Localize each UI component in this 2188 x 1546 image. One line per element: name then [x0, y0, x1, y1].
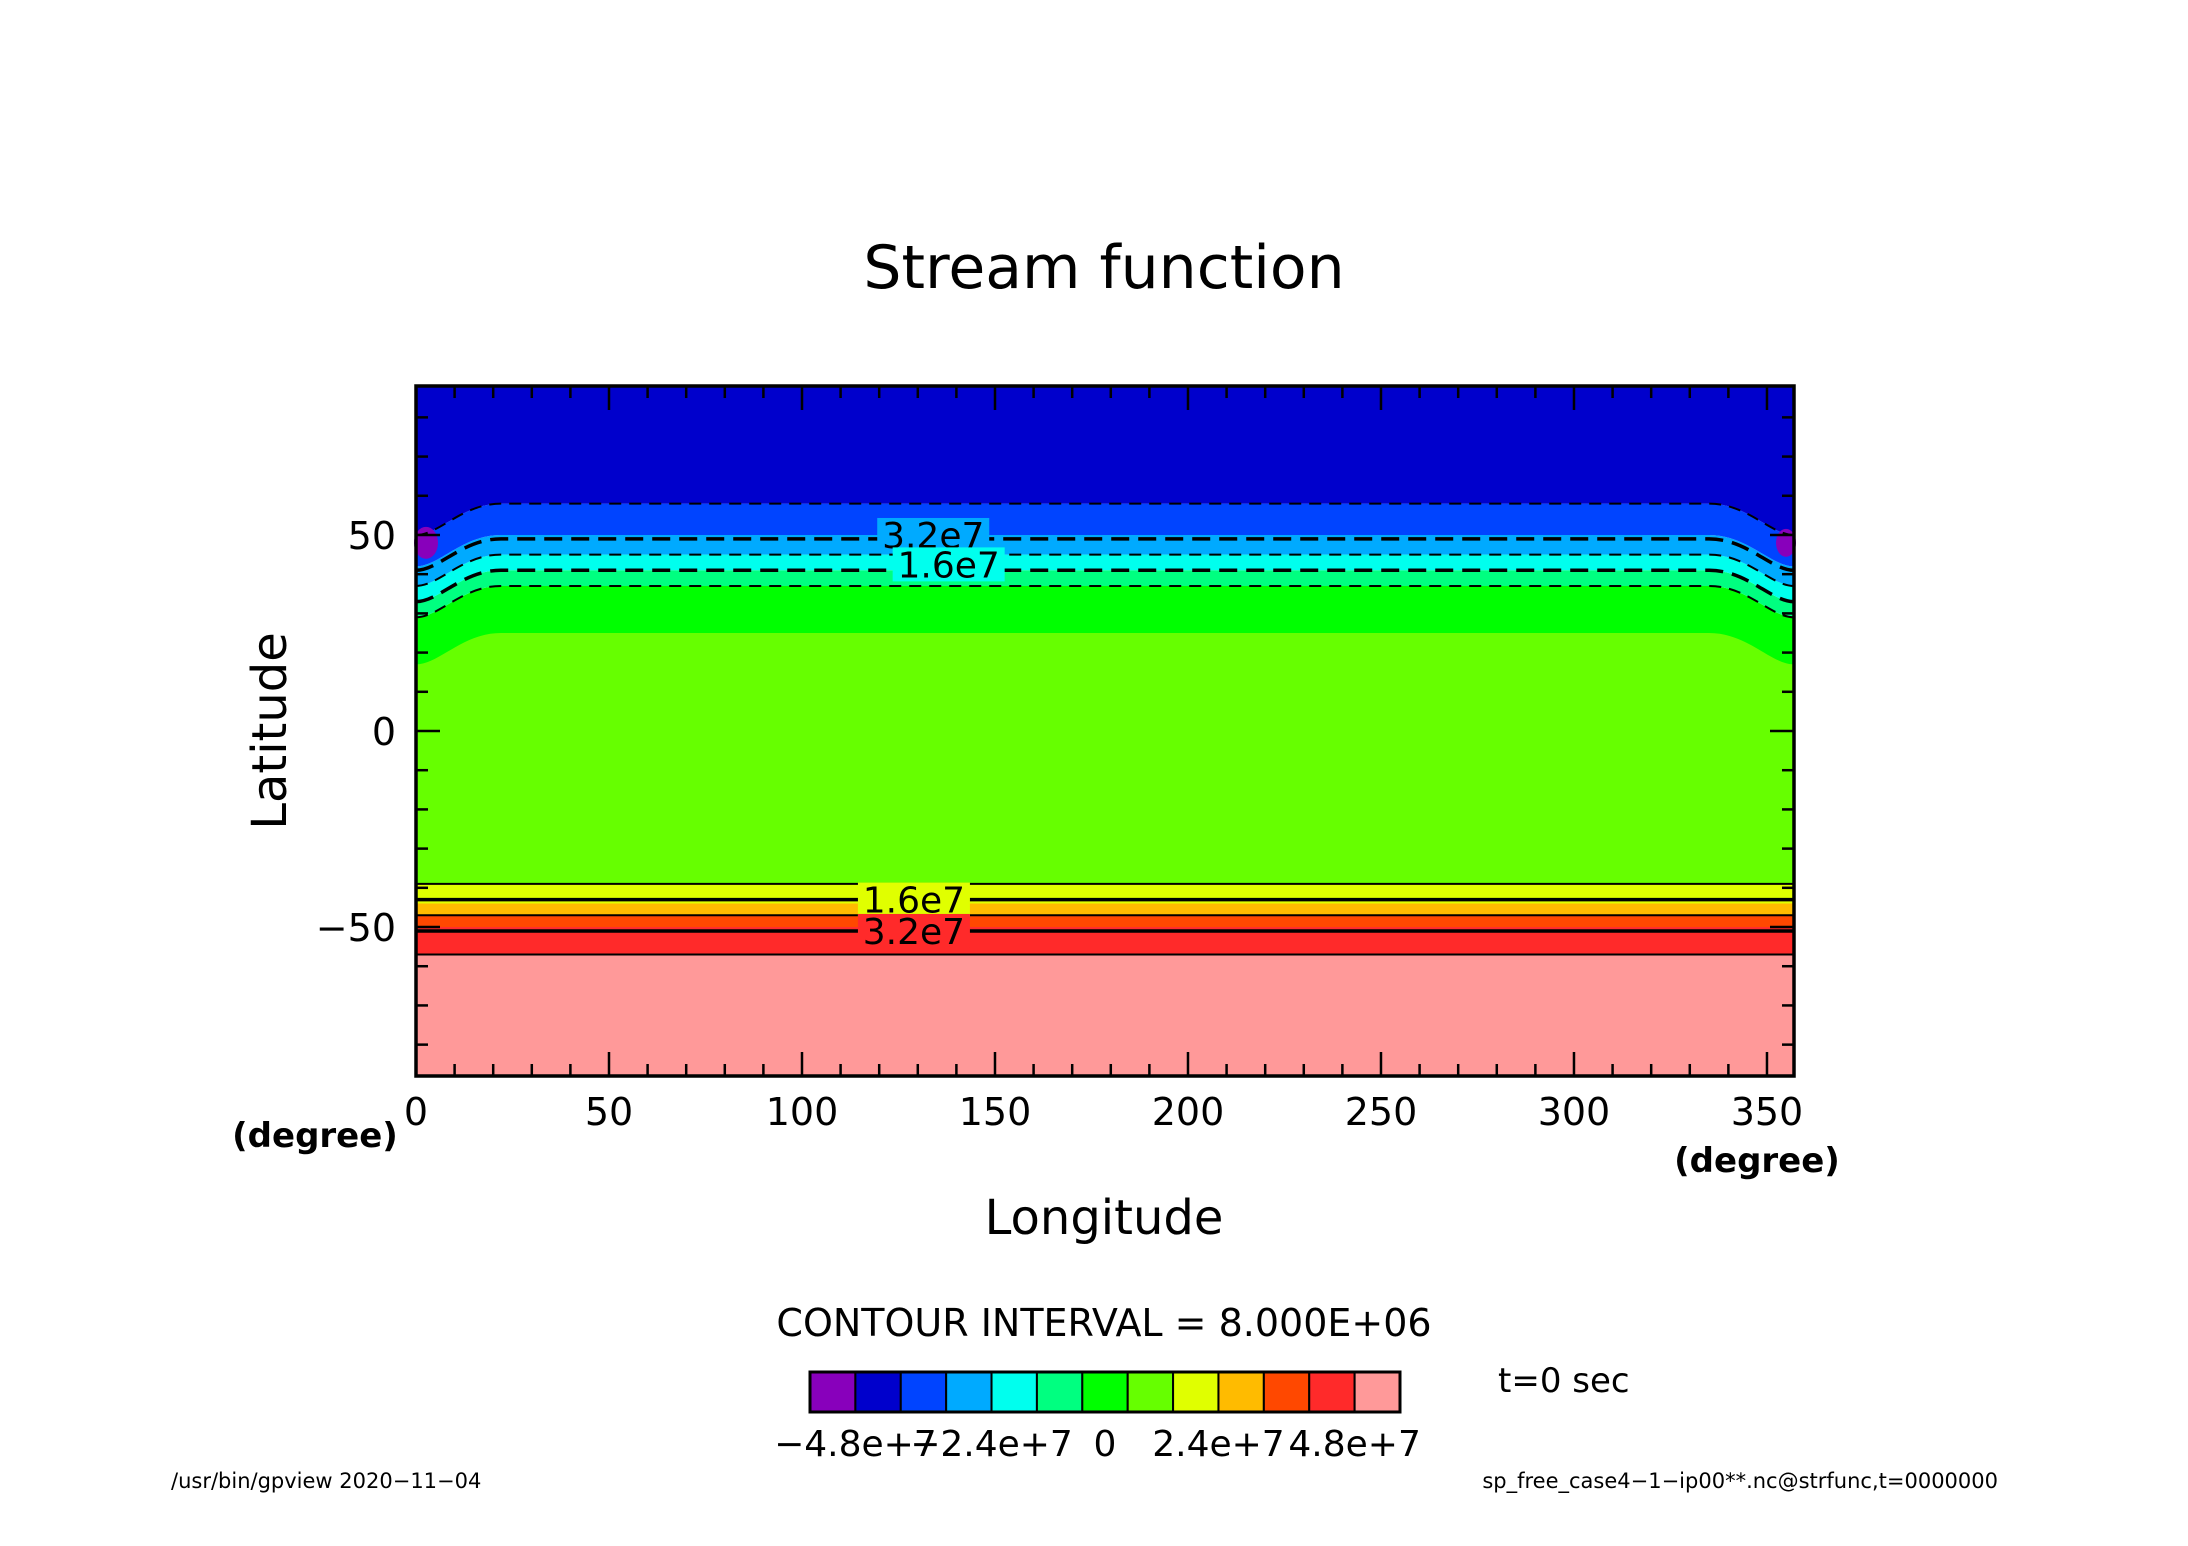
time-label: t=0 sec [1498, 1361, 1630, 1401]
contour-lines [415, 502, 1795, 956]
colorbar-tick-label-3: 2.4e+7 [1152, 1424, 1284, 1465]
chart-title: Stream function [863, 233, 1344, 303]
color-band-6 [416, 585, 1794, 665]
x-axis-label: Longitude [985, 1190, 1224, 1246]
x-tick-labels: 0 50 100 150 200 250 300 350 [404, 1090, 1803, 1134]
colorbar-cell-12 [1353, 1371, 1401, 1413]
x-tick-label-350: 350 [1731, 1090, 1804, 1134]
colorbar-tick-label-4: 4.8e+7 [1288, 1424, 1420, 1465]
colorbar-cell-10 [1262, 1371, 1311, 1413]
color-band-8 [416, 554, 1794, 602]
colorbar-cell-11 [1308, 1371, 1356, 1413]
colorbar-tick-label-1: −2.4e+7 [910, 1424, 1073, 1465]
x-tick-label-300: 300 [1538, 1090, 1611, 1134]
plot-area [414, 386, 1796, 1076]
colorbar-cell-6 [1081, 1371, 1129, 1413]
contour-interval: CONTOUR INTERVAL = 8.000E+06 [776, 1301, 1431, 1345]
contour-label-1: 1.6e7 [898, 545, 1000, 586]
contour-label-3: 3.2e7 [863, 912, 965, 953]
footer-left: /usr/bin/gpview 2020−11−04 [171, 1469, 481, 1493]
colorbar-tick-label-0: −4.8e+7 [774, 1424, 937, 1465]
contour-label-bg-0 [877, 517, 990, 552]
contour-negative-1 [415, 568, 1795, 604]
colorbar-cell-9 [1217, 1371, 1265, 1413]
color-band-9 [416, 534, 1794, 586]
contour-label-bg-2 [857, 882, 970, 917]
y-tick-label-0: 0 [372, 710, 396, 754]
color-band-0 [416, 954, 1794, 1076]
x-tick-label-250: 250 [1345, 1090, 1418, 1134]
colorbar-cell-3 [945, 1371, 993, 1413]
colorbar-cell-4 [990, 1371, 1038, 1413]
contour-label-bg-1 [892, 547, 1005, 582]
colorbar-cell-5 [1035, 1371, 1084, 1413]
x-tick-label-100: 100 [766, 1090, 839, 1134]
contour-negative-4 [415, 502, 1795, 536]
axis-ticks [414, 386, 1794, 1076]
x-tick-label-0: 0 [404, 1090, 428, 1134]
y-tick-label-50: 50 [348, 514, 396, 558]
colorbar-tick-label-2: 0 [1094, 1424, 1117, 1465]
colorbar-cell-7 [1126, 1371, 1175, 1413]
x-tick-label-200: 200 [1152, 1090, 1225, 1134]
x-unit-label: (degree) [1674, 1141, 1840, 1181]
colorbar-cell-1 [854, 1371, 902, 1413]
color-band-5 [416, 632, 1794, 884]
contour-negative-0 [415, 584, 1795, 619]
y-tick-label-m50: −50 [316, 906, 396, 950]
colorbar-tick-labels: −4.8e+7−2.4e+7 0 2.4e+7 4.8e+7 [774, 1424, 1421, 1465]
y-tick-labels: 50 0 −50 [316, 514, 396, 950]
colorbar-cell-2 [899, 1371, 948, 1413]
colorbar [808, 1370, 1402, 1414]
color-band-10 [416, 503, 1794, 567]
color-band-11 [416, 386, 1794, 535]
x-tick-label-50: 50 [585, 1090, 633, 1134]
colorbar-cell-0 [809, 1371, 857, 1413]
color-band-3 [416, 903, 1794, 916]
y-unit-label: (degree) [232, 1116, 398, 1156]
y-axis-label: Latitude [242, 632, 298, 830]
footer-right: sp_free_case4−1−ip00**.nc@strfunc,t=0000… [1482, 1469, 1998, 1494]
x-tick-label-150: 150 [959, 1090, 1032, 1134]
contour-negative-3 [415, 537, 1795, 573]
contour-label-bg-3 [857, 913, 970, 948]
contour-negative-2 [415, 553, 1795, 587]
color-band-7 [416, 570, 1794, 618]
colorbar-cell-8 [1172, 1371, 1220, 1413]
colorbar-frame [808, 1370, 1402, 1414]
color-band-2 [416, 915, 1794, 928]
